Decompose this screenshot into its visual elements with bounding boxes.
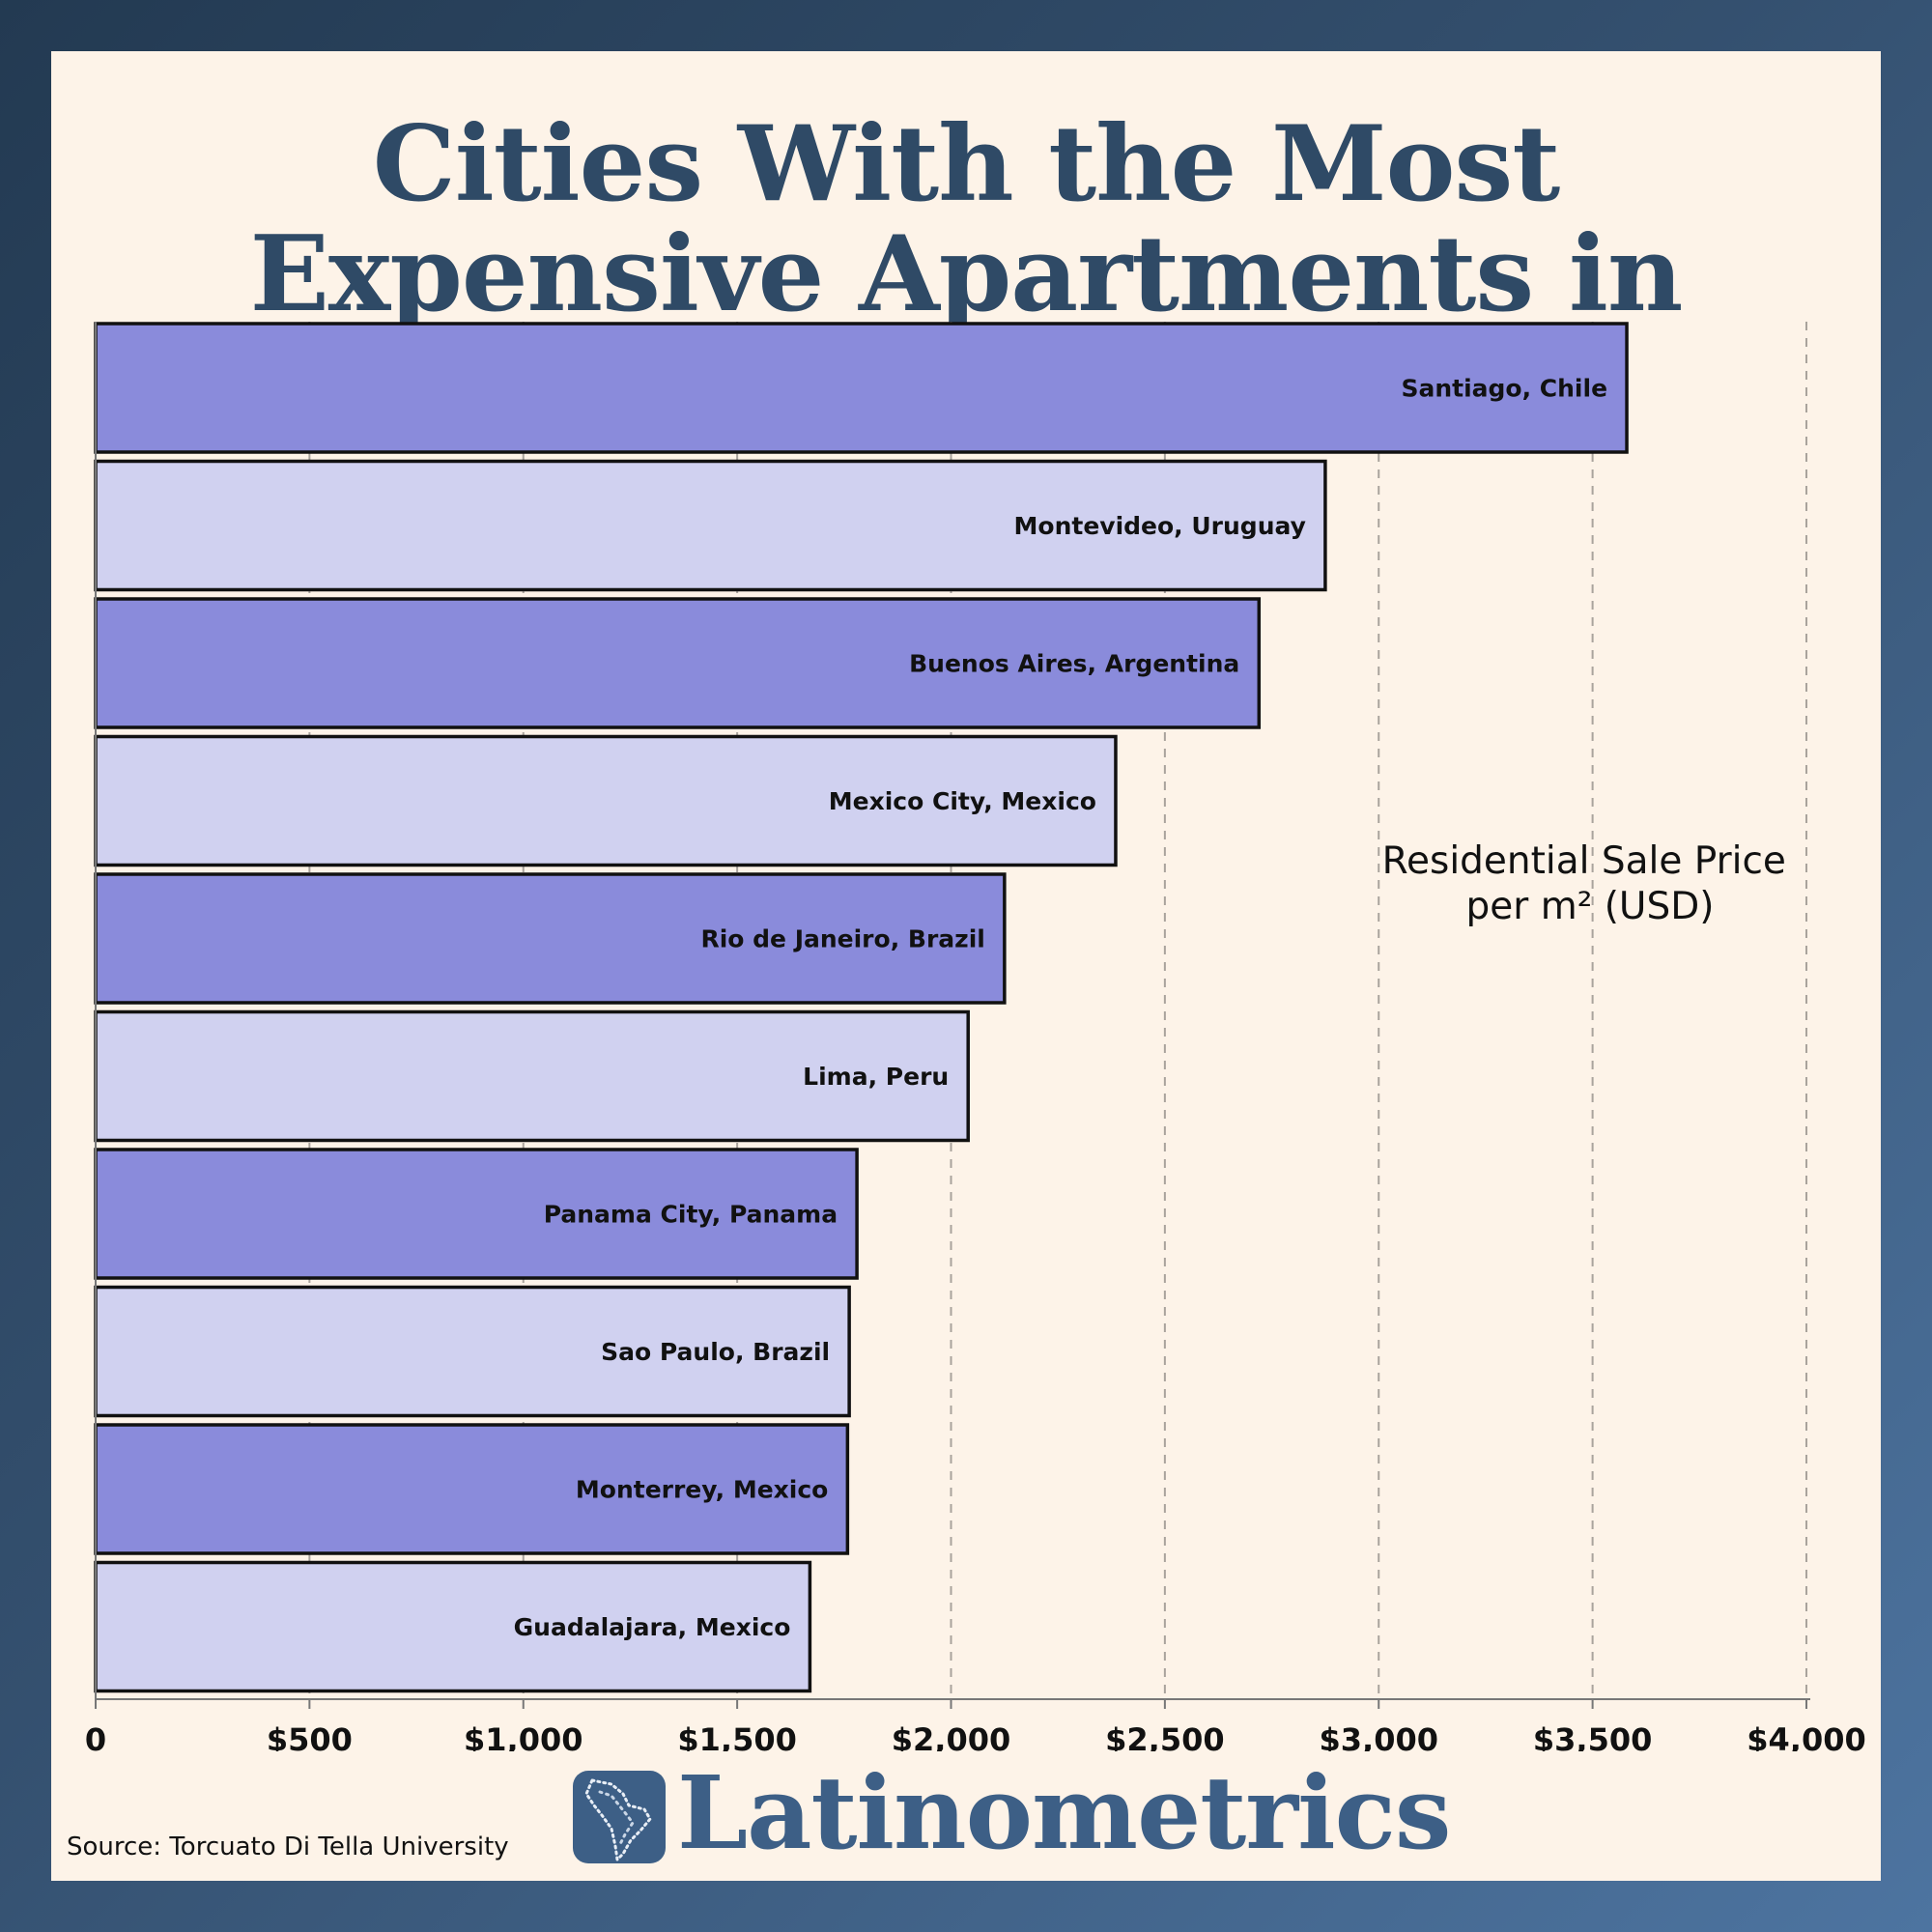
bar-label: Monterrey, Mexico [576,1476,828,1504]
x-tick-label: $2,500 [1105,1721,1224,1751]
axis-title-line-2: per m² (USD) [1466,885,1715,928]
brand-name: Latinometrics [677,1753,1451,1872]
bar-label: Lima, Peru [803,1063,949,1091]
bar-label: Mexico City, Mexico [829,787,1096,815]
source-note: Source: Torcuato Di Tella University [67,1833,509,1861]
bar-label: Guadalajara, Mexico [514,1613,791,1641]
x-tick-label: $1,000 [464,1721,582,1751]
bar-label: Buenos Aires, Argentina [909,650,1239,678]
card: Cities With the Most Expensive Apartment… [51,51,1881,1881]
x-tick-label: $3,000 [1320,1721,1438,1751]
bars: Santiago, Chile Montevideo, Uruguay Buenos… [94,322,1629,1693]
title-line-1: Cities With the Most [372,103,1560,225]
bar-label: Rio de Janeiro, Brazil [700,925,984,953]
bar-label: Santiago, Chile [1401,375,1607,403]
bar [94,1423,850,1555]
bar [94,1285,851,1418]
bar [94,734,1118,867]
bar [94,1009,970,1143]
bar [94,322,1629,454]
x-tick-label: 0 [85,1721,106,1751]
axis-title-line-1: Residential Sale Price [1382,839,1786,883]
page-title: Cities With the Most Expensive Apartment… [51,109,1881,440]
bar [94,872,1007,1005]
x-tick-labels: 0 $500 $1,000 $1,500 $2,000 $2,500 $3,000 $3,50… [85,1721,1866,1751]
x-tick-label: $1,500 [677,1721,796,1751]
x-tick-label: $2,000 [892,1721,1010,1751]
x-tick-label: $500 [267,1721,353,1751]
bar-label: Montevideo, Uruguay [1014,512,1306,540]
x-tick-label: $3,500 [1533,1721,1652,1751]
x-axis [95,322,1810,1709]
latin-america-map-icon [573,1771,666,1863]
axis-title: Residential Sale Price per m² (USD) [1382,839,1799,928]
x-tick-label: $4,000 [1747,1721,1865,1751]
bar [94,1148,859,1280]
bar-chart: Santiago, Chile Montevideo, Uruguay Buenos… [85,322,1866,1751]
bar [94,597,1262,729]
bar-label: Sao Paulo, Brazil [601,1338,830,1366]
bar-label: Panama City, Panama [544,1201,838,1229]
bar [94,459,1327,592]
